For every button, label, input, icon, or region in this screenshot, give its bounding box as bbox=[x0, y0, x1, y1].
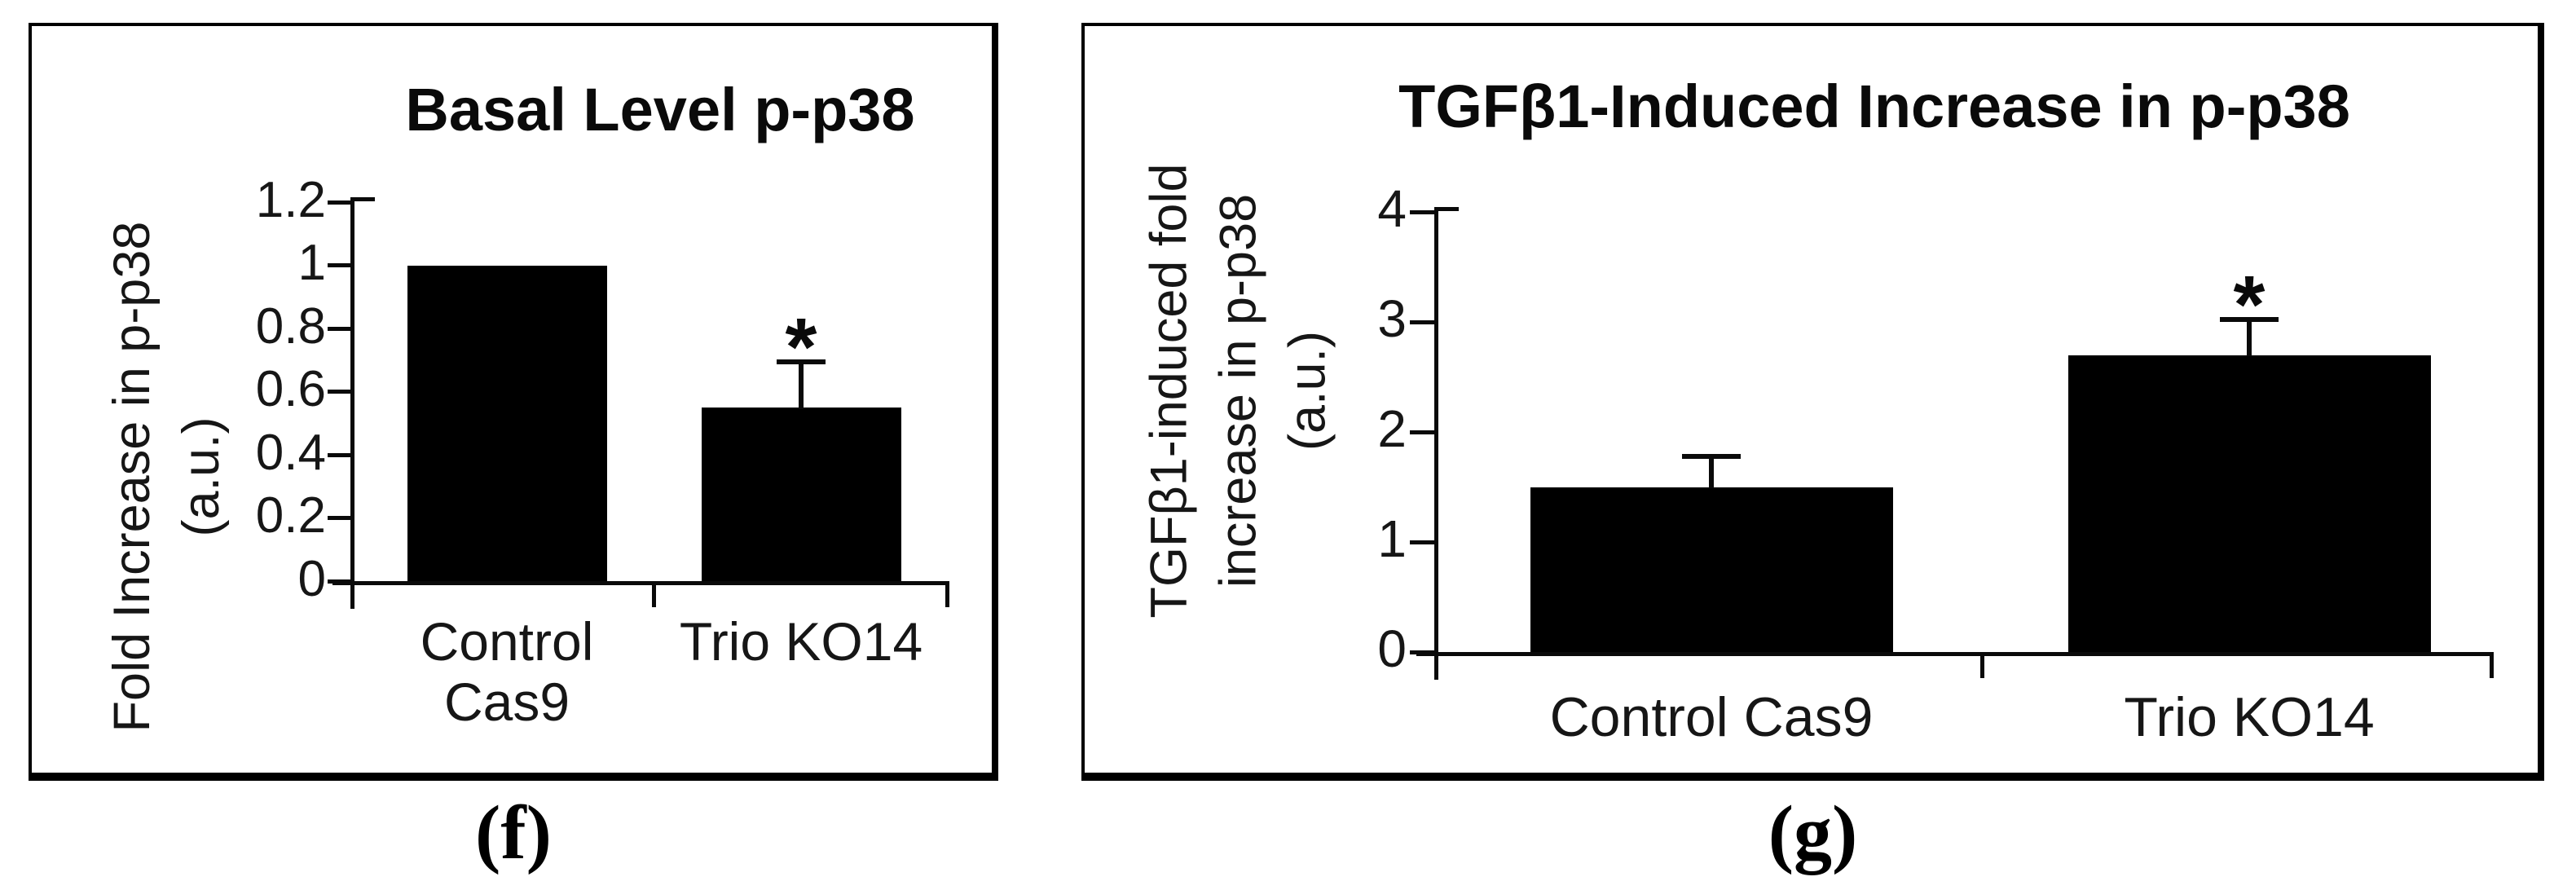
chart-f-title: Basal Level p-p38 bbox=[405, 76, 915, 143]
y-axis bbox=[350, 197, 354, 609]
significance-star: * bbox=[785, 301, 817, 393]
error-bar-cap bbox=[2220, 316, 2279, 322]
x-axis bbox=[332, 581, 949, 585]
y-tick-mark bbox=[328, 452, 350, 457]
y-axis-top-cap bbox=[1434, 207, 1459, 211]
y-tick-label: 1 bbox=[1377, 509, 1407, 569]
y-tick-label: 0.4 bbox=[255, 424, 326, 481]
y-tick-mark bbox=[328, 263, 350, 267]
y-tick-label: 4 bbox=[1377, 179, 1407, 239]
x-axis-end-tick bbox=[2490, 652, 2494, 678]
error-bar-stem bbox=[2247, 320, 2252, 357]
error-bar-stem bbox=[799, 363, 804, 409]
y-tick-label: 0.2 bbox=[255, 487, 326, 544]
y-tick-label: 0.8 bbox=[255, 297, 326, 355]
x-axis bbox=[1416, 652, 2494, 656]
y-tick-mark bbox=[1410, 540, 1434, 544]
y-tick-label: 0 bbox=[1377, 619, 1407, 679]
x-category-label: Trio KO14 bbox=[679, 611, 923, 672]
x-axis-end-tick bbox=[945, 581, 949, 607]
x-axis-tick-mark bbox=[1980, 652, 1984, 678]
x-category-label: Trio KO14 bbox=[2124, 686, 2375, 748]
y-tick-mark bbox=[1410, 209, 1434, 214]
panel-f-caption: (f) bbox=[475, 791, 552, 875]
y-tick-label: 3 bbox=[1377, 289, 1407, 349]
significance-star: * bbox=[2233, 258, 2266, 350]
y-tick-mark bbox=[328, 516, 350, 520]
bar bbox=[1530, 487, 1893, 652]
y-axis-top-cap bbox=[350, 197, 375, 201]
y-tick-mark bbox=[1410, 319, 1434, 324]
error-bar-cap bbox=[1682, 454, 1741, 460]
x-category-label: Control Cas9 bbox=[1549, 686, 1874, 748]
bar bbox=[701, 407, 901, 581]
y-tick-mark bbox=[328, 390, 350, 394]
x-axis-tick-mark bbox=[652, 581, 656, 607]
y-tick-mark bbox=[1410, 650, 1434, 654]
y-tick-mark bbox=[328, 579, 350, 584]
chart-g-title: TGFβ1-Induced Increase in p-p38 bbox=[1398, 73, 2350, 140]
y-tick-mark bbox=[328, 326, 350, 331]
y-tick-label: 1.2 bbox=[255, 171, 326, 228]
bar bbox=[407, 265, 607, 581]
y-axis-label-line: TGFβ1-induced fold bbox=[1140, 163, 1198, 619]
panel-g-caption: (g) bbox=[1768, 791, 1858, 875]
y-tick-label: 2 bbox=[1377, 399, 1407, 459]
y-tick-label: 1 bbox=[297, 235, 326, 292]
error-bar-cap bbox=[777, 359, 826, 364]
x-category-label: Control Cas9 bbox=[420, 611, 594, 732]
bar bbox=[2067, 355, 2431, 652]
y-tick-label: 0 bbox=[297, 550, 326, 607]
error-bar-stem bbox=[1709, 458, 1714, 489]
y-tick-mark bbox=[328, 200, 350, 205]
y-tick-mark bbox=[1410, 430, 1434, 434]
y-tick-label: 0.6 bbox=[255, 361, 326, 418]
y-axis bbox=[1434, 207, 1438, 680]
